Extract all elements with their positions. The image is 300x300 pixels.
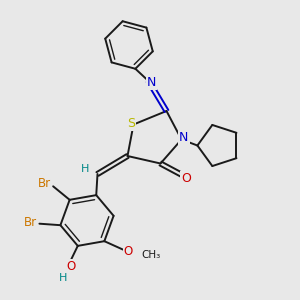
Text: O: O bbox=[67, 260, 76, 273]
Text: N: N bbox=[179, 130, 189, 144]
Text: S: S bbox=[127, 116, 135, 130]
Text: O: O bbox=[181, 172, 191, 185]
Text: Br: Br bbox=[38, 177, 51, 190]
Text: N: N bbox=[147, 76, 156, 89]
Text: H: H bbox=[81, 164, 90, 174]
Text: Br: Br bbox=[24, 216, 37, 229]
Text: H: H bbox=[59, 273, 68, 283]
Text: O: O bbox=[124, 244, 133, 258]
Text: CH₃: CH₃ bbox=[142, 250, 161, 260]
